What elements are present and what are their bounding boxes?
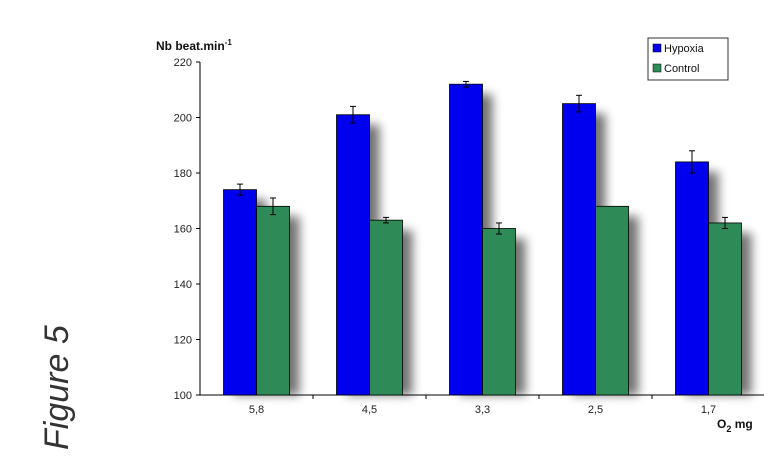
bar-control-3: [595, 205, 629, 396]
legend-label-hypoxia: Hypoxia: [664, 43, 705, 55]
x-tick-label: 2,5: [588, 404, 603, 416]
bar-hypoxia-3: [562, 103, 596, 396]
x-tick-label: 4,5: [362, 404, 377, 416]
x-tick-label: 1,7: [701, 404, 716, 416]
legend-swatch-control: [652, 63, 662, 73]
bar-control-2: [482, 228, 516, 396]
y-axis-title: Nb beat.min-1: [156, 38, 232, 53]
bar-control-0: [256, 205, 290, 396]
bar-control-4: [708, 222, 742, 396]
y-tick-label: 180: [174, 168, 192, 180]
y-tick-label: 220: [174, 57, 192, 69]
legend-label-control: Control: [664, 63, 699, 75]
x-tick-label: 3,3: [475, 404, 490, 416]
y-tick-label: 160: [174, 224, 192, 236]
x-tick-label: 5,8: [249, 404, 264, 416]
legend-box: [647, 37, 729, 81]
bar-control-1: [369, 219, 403, 396]
legend: Hypoxia Control: [647, 37, 729, 81]
y-tick-label: 120: [174, 335, 192, 347]
bar-hypoxia-4: [675, 161, 709, 396]
legend-swatch-hypoxia: [652, 43, 662, 53]
bars: [223, 80, 742, 396]
bar-hypoxia-0: [223, 189, 257, 396]
y-tick-label: 200: [174, 113, 192, 125]
y-tick-label: 100: [174, 390, 192, 402]
y-tick-label: 140: [174, 279, 192, 291]
y-axis: 100 120 140 160 180 200 220: [174, 57, 201, 402]
bar-hypoxia-1: [336, 114, 370, 396]
x-axis: 5,8 4,5 3,3 2,5 1,7: [200, 394, 764, 416]
bar-hypoxia-2: [449, 83, 483, 396]
x-axis-title: O2 mg: [717, 417, 753, 434]
